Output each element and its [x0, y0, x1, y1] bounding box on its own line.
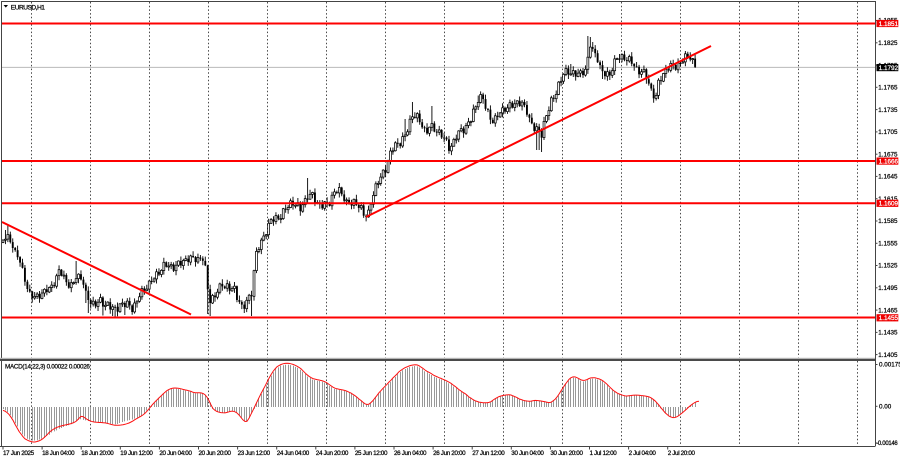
svg-text:1.1666: 1.1666	[879, 159, 899, 166]
svg-text:20 Jun 04:00: 20 Jun 04:00	[159, 450, 192, 457]
svg-text:30 Jun 20:00: 30 Jun 20:00	[550, 450, 583, 457]
svg-text:20 Jun 20:00: 20 Jun 20:00	[199, 450, 232, 457]
svg-text:24 Jun 20:00: 24 Jun 20:00	[316, 450, 349, 457]
svg-text:23 Jun 12:00: 23 Jun 12:00	[238, 450, 271, 457]
svg-text:1.1435: 1.1435	[878, 330, 898, 337]
svg-text:EURUSD,H1: EURUSD,H1	[11, 5, 45, 12]
svg-text:26 Jun 04:00: 26 Jun 04:00	[394, 450, 427, 457]
svg-text:1.1609: 1.1609	[879, 201, 899, 208]
svg-text:1.1851: 1.1851	[879, 21, 899, 28]
svg-text:1.1765: 1.1765	[878, 85, 898, 92]
svg-text:17 Jun 2025: 17 Jun 2025	[3, 450, 35, 457]
svg-text:1.1455: 1.1455	[879, 315, 899, 322]
svg-text:18 Jun 04:00: 18 Jun 04:00	[42, 450, 75, 457]
svg-text:2 Jul 20:00: 2 Jul 20:00	[668, 450, 696, 457]
svg-text:0.00: 0.00	[879, 404, 892, 411]
svg-text:26 Jun 20:00: 26 Jun 20:00	[433, 450, 466, 457]
svg-text:1.1675: 1.1675	[878, 151, 898, 158]
svg-text:1.1525: 1.1525	[878, 263, 898, 270]
svg-text:1.1645: 1.1645	[878, 174, 898, 181]
svg-text:25 Jun 12:00: 25 Jun 12:00	[355, 450, 388, 457]
svg-text:MACD(14,22,3) 0.00022 0.00026: MACD(14,22,3) 0.00022 0.00026	[5, 364, 90, 371]
svg-text:30 Jun 04:00: 30 Jun 04:00	[511, 450, 544, 457]
svg-text:1.1615: 1.1615	[878, 196, 898, 203]
svg-text:18 Jun 20:00: 18 Jun 20:00	[81, 450, 114, 457]
svg-text:1.1735: 1.1735	[878, 107, 898, 114]
svg-text:1.1555: 1.1555	[878, 241, 898, 248]
svg-text:1.1825: 1.1825	[878, 40, 898, 47]
svg-text:0.00175: 0.00175	[879, 362, 900, 369]
svg-text:1 Jul 12:00: 1 Jul 12:00	[590, 450, 618, 457]
svg-text:1.1585: 1.1585	[878, 218, 898, 225]
svg-text:1.1705: 1.1705	[878, 129, 898, 136]
svg-text:1.1465: 1.1465	[878, 307, 898, 314]
svg-text:19 Jun 12:00: 19 Jun 12:00	[120, 450, 153, 457]
svg-text:1.1495: 1.1495	[878, 285, 898, 292]
svg-text:-0.00146: -0.00146	[876, 441, 898, 447]
svg-text:27 Jun 12:00: 27 Jun 12:00	[472, 450, 505, 457]
svg-text:1.1405: 1.1405	[878, 352, 898, 359]
svg-text:2 Jul 04:00: 2 Jul 04:00	[629, 450, 657, 457]
svg-text:1.1792: 1.1792	[879, 65, 899, 72]
svg-text:24 Jun 04:00: 24 Jun 04:00	[277, 450, 310, 457]
